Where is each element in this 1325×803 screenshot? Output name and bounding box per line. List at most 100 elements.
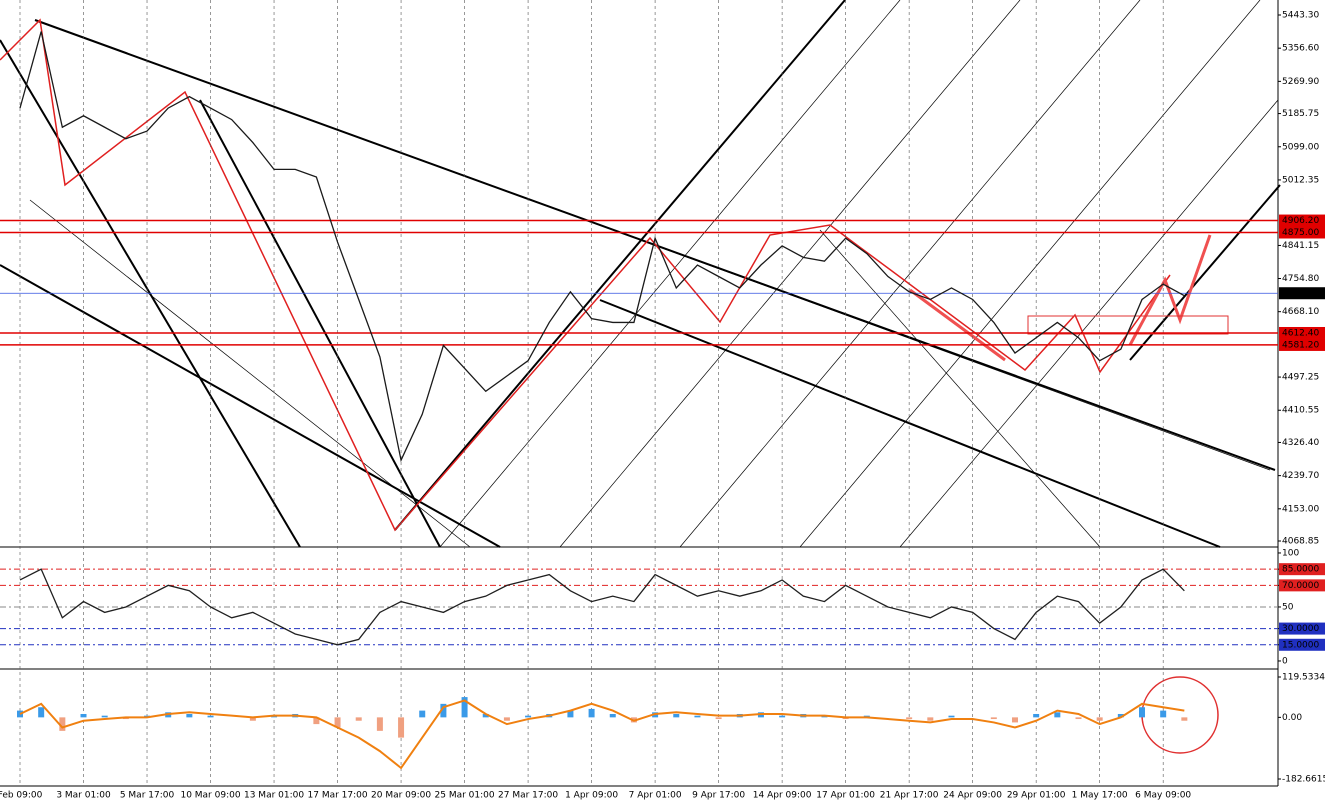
x-tick-label: 1 Apr 09:00 [565,791,618,801]
x-tick-label: 29 Apr 01:00 [1007,791,1066,801]
y-tick-label: -182.6615 [1282,775,1325,785]
x-tick-label: 14 Apr 09:00 [753,791,812,801]
price-line [19,568,1185,646]
level-label-bg [1279,563,1325,576]
histogram-bar [673,713,680,718]
histogram-bar [1117,713,1124,718]
y-tick-label: 4326.40 [1282,438,1319,448]
level-label-bg [1279,638,1325,651]
y-tick-label: 50 [1282,602,1294,612]
y-tick-label: 4410.55 [1282,406,1319,416]
histogram-bar [567,710,574,718]
level-label-bg [1279,579,1325,592]
price-label-bg [1279,226,1325,239]
histogram-bar [990,717,997,720]
x-tick-label: 25 Mar 01:00 [435,791,495,801]
price-label: 4581.20 [1282,340,1319,350]
y-tick-label: 5356.60 [1282,44,1319,54]
level-label-bg [1279,622,1325,635]
price-label: 4906.20 [1282,216,1319,226]
x-tick-label: 7 Apr 01:00 [629,791,682,801]
y-tick-label: 119.5334 [1282,673,1325,683]
y-tick-label: 5185.75 [1282,109,1319,119]
histogram-bar [906,717,913,720]
x-tick-label: 10 Mar 09:00 [180,791,240,801]
histogram-bar [779,715,786,718]
y-tick-label: 15.0000 [1282,640,1319,650]
y-tick-label: 4068.85 [1282,537,1319,547]
histogram-bar [1011,717,1018,723]
x-tick-label: 9 Apr 17:00 [692,791,745,801]
y-tick-label: 30.0000 [1282,624,1319,634]
y-tick-label: 4497.25 [1282,373,1319,383]
histogram-bar [525,715,532,718]
y-tick-label: 0.00 [1282,713,1302,723]
price-label-bg [1279,214,1325,227]
panel-borders [0,0,1279,787]
price-label-bg [1279,326,1325,339]
y-tick-label: 4668.10 [1282,307,1319,317]
x-tick-label: 13 Mar 01:00 [244,791,304,801]
histogram-bar [376,717,383,731]
histogram-bar [588,708,595,718]
histogram-bar [948,715,955,718]
histogram-bar [334,717,341,728]
y-tick-label: 4153.00 [1282,504,1319,514]
x-tick-label: 17 Apr 01:00 [816,791,875,801]
histogram-bar [461,697,468,718]
histogram-bar [694,715,701,718]
histogram-bar [59,717,66,731]
price-label: 4875.00 [1282,228,1319,238]
y-tick-label: 0 [1282,656,1288,666]
forecast-arrows [909,234,1212,362]
histogram-bar [355,717,362,721]
x-tick-label: 17 Mar 17:00 [308,791,368,801]
fan-lines [29,0,1279,548]
histogram-bar [1075,717,1082,720]
x-tick-label: 6 May 09:00 [1135,791,1191,801]
x-tick-label: 27 Mar 17:00 [498,791,558,801]
histogram-bar [1096,717,1103,721]
histogram-bar [419,710,426,718]
y-tick-label: 4239.70 [1282,471,1319,481]
histogram-bar [1160,710,1167,718]
histogram-bar [715,717,722,720]
histogram-bar [249,717,256,721]
histogram-bar [101,715,108,718]
y-tick-label: 4754.80 [1282,274,1319,284]
histogram-bar [609,713,616,718]
x-tick-label: 3 Mar 01:00 [56,791,111,801]
y-tick-label: 5099.00 [1282,142,1319,152]
histogram-bar [313,717,320,725]
histogram-bar [1033,713,1040,718]
y-tick-label: 100 [1282,548,1299,558]
y-tick-label: 4841.15 [1282,241,1319,251]
histogram-bar [1139,707,1146,718]
histogram-bar [398,717,405,738]
x-tick-label: 5 Mar 17:00 [120,791,175,801]
histogram-bar [503,717,510,721]
x-tick-label: Feb 09:00 [0,791,43,801]
y-tick-label: 5443.30 [1282,11,1319,21]
zigzag [0,18,1171,532]
histogram-bar [1181,717,1188,721]
histogram-bar [207,715,214,718]
x-tick-label: 20 Mar 09:00 [371,791,431,801]
histogram-bar [440,703,447,718]
x-tick-label: 1 May 17:00 [1072,791,1128,801]
signal-line [19,699,1185,770]
x-tick-label: 21 Apr 17:00 [880,791,939,801]
y-tick-label: 70.0000 [1282,581,1319,591]
histogram-bar [38,707,45,718]
x-tick-label: 24 Apr 09:00 [943,791,1002,801]
price-label: 4612.40 [1282,328,1319,338]
histogram-bar [186,713,193,718]
price-label-bg [1279,287,1325,300]
y-tick-label: 85.0000 [1282,565,1319,575]
y-tick-label: 5012.35 [1282,175,1319,185]
price-label-bg [1279,338,1325,351]
price-label: 4716.30 [1282,289,1319,299]
histogram-bar [80,713,87,718]
y-tick-label: 5269.90 [1282,77,1319,87]
